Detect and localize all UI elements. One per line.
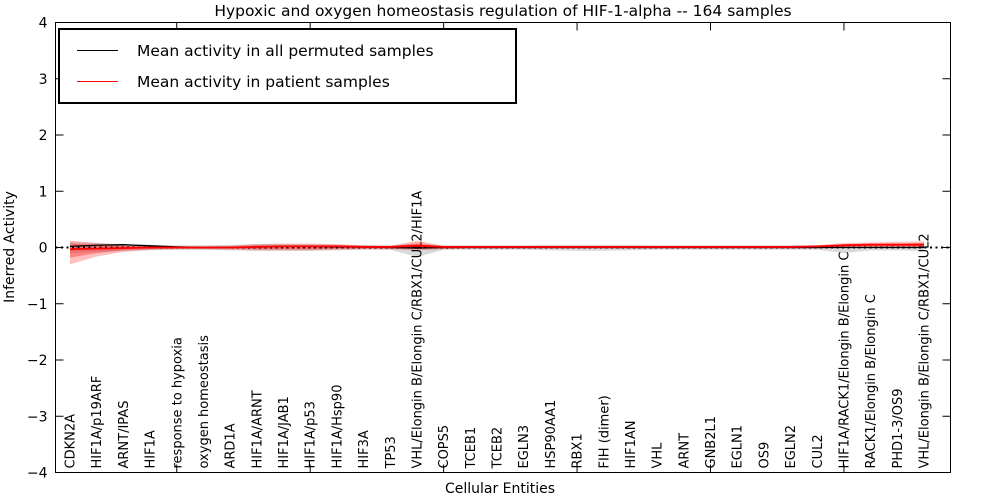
x-category-label: RACK1/Elongin B/Elongin C	[864, 294, 879, 468]
patient-mean-line	[69, 243, 924, 251]
x-category-label: EGLN3	[517, 425, 532, 469]
x-category-label: COPS5	[437, 425, 452, 469]
plot-area: CDKN2A HIF1A/p19ARF ARNT/IPAS HIF1A response…	[27, 16, 951, 482]
x-category-label: OS9	[757, 442, 772, 469]
y-tick-label: −2	[27, 353, 48, 369]
x-category-label: HIF1A/ARNT	[250, 390, 265, 468]
y-ticks: 4 3 2 1 0 −1 −2 −3 −4	[27, 16, 951, 482]
x-category-label: HSP90AA1	[544, 400, 559, 469]
x-category-label: EGLN2	[784, 425, 799, 469]
legend-entry-permuted: Mean activity in all permuted samples	[60, 35, 515, 66]
x-axis-label: Cellular Entities	[445, 481, 555, 497]
x-category-label: VHL/Elongin B/Elongin C/RBX1/CUL2/HIF1A	[410, 191, 425, 469]
x-category-label: HIF1AN	[624, 421, 639, 469]
patient-samples-band-outer	[70, 240, 924, 265]
x-category-label: HIF1A/p19ARF	[90, 376, 105, 469]
x-category-label: TCEB1	[464, 427, 479, 470]
x-category-label: HIF1A/JAB1	[277, 396, 292, 468]
y-tick-label: −1	[27, 297, 48, 313]
x-category-labels: CDKN2A HIF1A/p19ARF ARNT/IPAS HIF1A response…	[64, 191, 933, 470]
x-category-label: HIF1A/Hsp90	[330, 385, 345, 469]
legend-entry-patient: Mean activity in patient samples	[60, 66, 515, 97]
x-category-label: TCEB2	[491, 427, 506, 470]
x-category-label: TP53	[384, 436, 399, 469]
legend: Mean activity in all permuted samples Me…	[58, 28, 517, 104]
x-category-label: FIH (dimer)	[597, 395, 612, 468]
x-category-label: HIF3A	[357, 430, 372, 468]
legend-label-permuted: Mean activity in all permuted samples	[137, 41, 434, 60]
confidence-bands	[70, 240, 924, 265]
x-category-label: PHD1-3/OS9	[891, 389, 906, 469]
legend-line-sample-patient	[77, 81, 118, 82]
legend-label-patient: Mean activity in patient samples	[137, 72, 390, 91]
x-ticks	[176, 22, 845, 473]
y-tick-label: 2	[39, 128, 48, 144]
y-axis-label: Inferred Activity	[2, 191, 18, 303]
x-category-label: response to hypoxia	[170, 337, 185, 468]
x-category-label: HIF1A/p53	[304, 401, 319, 468]
x-category-label: EGLN1	[731, 425, 746, 469]
x-category-label: RBX1	[571, 433, 586, 468]
y-tick-label: 3	[39, 72, 48, 88]
x-category-label: ARD1A	[224, 423, 239, 468]
x-category-label: VHL/Elongin B/Elongin C/RBX1/CUL2	[918, 233, 933, 468]
y-tick-label: −3	[27, 409, 48, 425]
permuted-samples-band	[70, 241, 924, 258]
y-tick-label: −4	[27, 466, 48, 482]
x-category-label: ARNT	[677, 433, 692, 469]
chart-title: Hypoxic and oxygen homeostasis regulatio…	[214, 2, 791, 20]
patient-samples-band-inner	[70, 243, 924, 258]
x-category-label: oxygen homeostasis	[197, 335, 212, 469]
x-category-label: CDKN2A	[64, 414, 79, 469]
x-category-label: HIF1A/RACK1/Elongin B/Elongin C	[837, 252, 852, 469]
x-category-label: GNB2L1	[704, 416, 719, 469]
y-tick-label: 0	[39, 241, 48, 257]
x-category-label: ARNT/IPAS	[117, 401, 132, 469]
x-category-label: CUL2	[811, 434, 826, 468]
x-category-label: VHL	[651, 442, 666, 469]
legend-line-sample-permuted	[77, 50, 118, 51]
y-tick-label: 1	[39, 184, 48, 200]
x-category-label: HIF1A	[144, 430, 159, 468]
y-tick-label: 4	[39, 16, 48, 32]
